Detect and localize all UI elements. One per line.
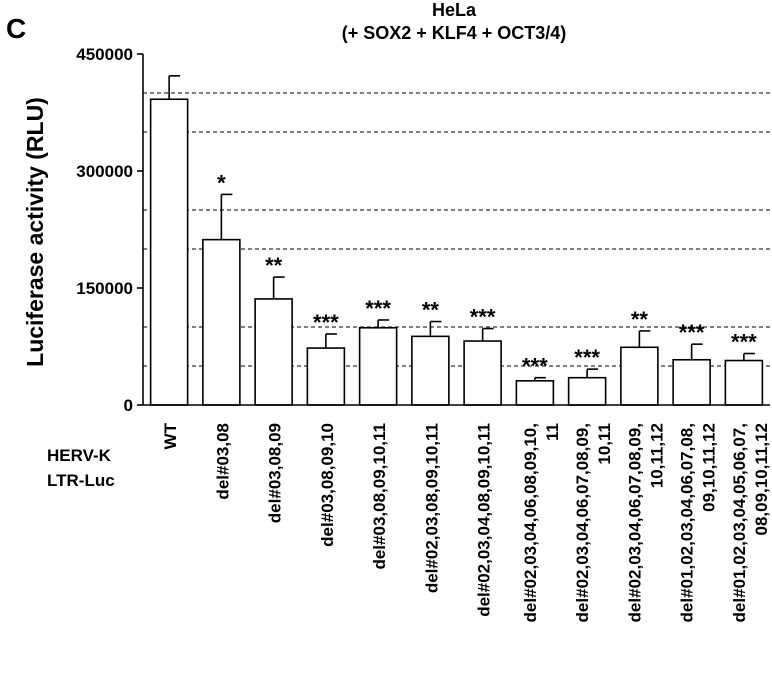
x-tick-label-line: del#03,08,09,10,11	[370, 423, 389, 570]
x-tick-label: del#02,03,04,06,07,08,09, 10,11	[573, 423, 614, 622]
bars: ********* ** ****** ******** ***	[149, 75, 764, 406]
significance-label: ***	[470, 305, 496, 330]
x-tick-label-line: 08,09,10,11,12	[752, 423, 771, 536]
bar	[411, 335, 450, 406]
x-tick-label-line: del#01,02,03,04,06,07,08,	[678, 423, 697, 622]
significance-label: **	[631, 307, 649, 332]
significance-label: **	[265, 253, 283, 278]
x-tick-label: WT	[161, 422, 180, 449]
bar	[672, 358, 711, 406]
x-tick-label-line: WT	[161, 422, 180, 449]
x-tick-label: del#03,08,09,10	[318, 423, 337, 547]
x-tick-label-line: del#03,08	[213, 423, 232, 500]
x-tick-label: del#03,08,09,10,11	[370, 423, 389, 570]
panel-label: C	[6, 13, 26, 44]
significance-label: *	[217, 170, 226, 195]
x-tick-label: del#01,02,03,04,06,07,08, 09,10,11,12	[678, 423, 719, 622]
x-tick-label: del#01,02,03,04,05,06,07, 08,09,10,11,12	[730, 423, 771, 622]
chart-title-line-2: (+ SOX2 + KLF4 + OCT3/4)	[342, 23, 567, 43]
significance-label: ***	[365, 296, 391, 321]
x-tick-label-line: del#02,03,08,09,10,11	[422, 423, 441, 593]
significance-label: ***	[313, 310, 339, 335]
significance-label: ***	[679, 320, 705, 345]
significance-label: ***	[574, 345, 600, 370]
x-tick-label-line: 09,10,11,12	[700, 423, 719, 512]
x-axis-ticks: WT del#03,08 del#03,08,09 del#03,08,09,10 de…	[161, 422, 771, 622]
y-tick-label: 450000	[76, 45, 133, 64]
x-tick-label: del#03,08,09	[266, 423, 285, 523]
x-tick-label-line: del#03,08,09	[266, 423, 285, 523]
bar	[306, 347, 346, 406]
x-tick-label: del#02,03,04,08,09,10,11	[475, 423, 494, 617]
significance-label: **	[422, 298, 440, 323]
x-tick-label-line: del#01,02,03,04,05,06,07,	[730, 423, 749, 622]
x-tick-label-line: del#02,03,04,08,09,10,11	[475, 423, 494, 617]
x-tick-label-line: 10,11,12	[647, 423, 666, 488]
significance-label: ***	[522, 354, 548, 379]
bar	[515, 380, 555, 406]
bar	[202, 238, 241, 406]
bar	[254, 298, 293, 406]
x-tick-label: del#02,03,04,06,08,09,10, 11	[521, 423, 562, 622]
y-tick-label: 0	[124, 396, 133, 415]
bar	[149, 98, 189, 406]
chart-title-line-1: HeLa	[432, 0, 477, 20]
significance-label: ***	[731, 330, 757, 355]
bar	[567, 376, 607, 406]
x-tick-label: del#02,03,04,06,07,08,09, 10,11,12	[625, 423, 666, 622]
y-tick-label: 300000	[76, 162, 133, 181]
y-axis-ticks: 0 150000 300000 450000	[76, 45, 143, 415]
y-tick-label: 150000	[76, 279, 133, 298]
y-axis-label: Luciferase activity (RLU)	[22, 97, 48, 367]
x-tick-label-line: 10,11	[595, 423, 614, 465]
axes	[142, 54, 770, 406]
x-tick-label-line: del#03,08,09,10	[318, 423, 337, 547]
x-tick-label-line: del#02,03,04,06,08,09,10,	[521, 423, 540, 622]
x-tick-label-line: 11	[543, 423, 562, 441]
x-tick-label-line: del#02,03,04,06,07,08,09,	[573, 423, 592, 622]
bar	[358, 326, 398, 406]
x-tick-label: del#03,08	[213, 423, 232, 500]
row-label-line-1: HERV-K	[47, 446, 112, 465]
x-tick-label: del#02,03,08,09,10,11	[422, 423, 441, 593]
x-tick-label-line: del#02,03,04,06,07,08,09,	[625, 423, 644, 622]
bar	[620, 346, 659, 406]
bar	[463, 340, 502, 406]
row-label-line-2: LTR-Luc	[47, 471, 115, 490]
bar	[724, 359, 764, 406]
